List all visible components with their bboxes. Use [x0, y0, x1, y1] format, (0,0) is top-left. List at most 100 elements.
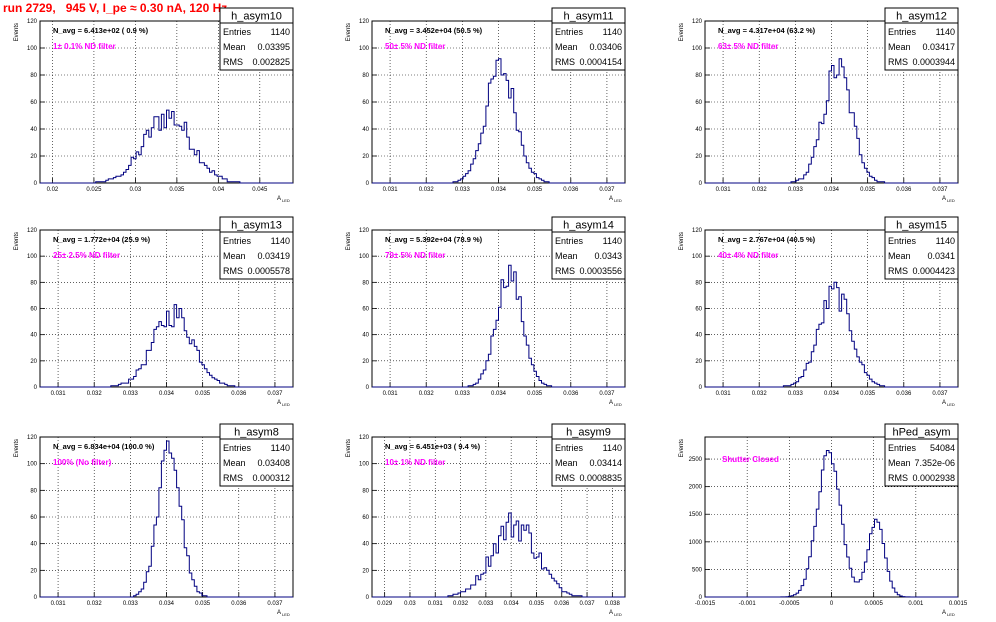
y-tick-label: 60: [30, 100, 37, 106]
histogram-title: h_asym11: [564, 11, 614, 23]
filter-annotation: 1± 0.1% ND filter: [53, 42, 116, 51]
y-tick-label: 500: [692, 567, 703, 573]
filter-annotation: 63± 5% ND filter: [718, 42, 778, 51]
x-tick-label: 0: [830, 601, 834, 607]
stats-rms-value: 0.0002938: [912, 473, 955, 483]
histogram-panel-h_asym10: 0.02 0.025 0.03 0.035 0.04 0.045 0 20 40 60 80 100 1…: [14, 7, 294, 203]
x-tick-label: 0.035: [860, 187, 876, 193]
y-tick-label: 0: [366, 595, 370, 601]
stats-rms-value: 0.0008835: [579, 473, 622, 483]
x-axis-label: A: [277, 400, 281, 406]
y-tick-label: 100: [27, 254, 38, 260]
histogram-line: [372, 58, 625, 184]
x-axis-label: A: [609, 610, 613, 616]
stats-box: [551, 22, 626, 71]
stats-rms-label: RMS: [888, 57, 908, 67]
stats-entries-label: Entries: [223, 236, 252, 246]
histogram-panel-h_asym12: 0.031 0.032 0.033 0.034 0.035 0.036 0.037 0 20 40…: [679, 7, 959, 203]
histogram-line: [40, 304, 293, 388]
y-tick-label: 80: [695, 73, 702, 79]
stats-entries-value: 1140: [603, 236, 622, 246]
stats-rms-value: 0.0004154: [579, 57, 622, 67]
x-tick-label: 0.035: [195, 601, 211, 607]
y-axis-label: Events: [14, 23, 20, 41]
stats-mean-value: 0.03406: [589, 42, 622, 52]
stats-entries-label: Entries: [555, 236, 584, 246]
x-tick-label: 0.031: [383, 391, 399, 397]
stats-box: [219, 22, 294, 71]
stats-rms-value: 0.000312: [252, 473, 290, 483]
y-tick-label: 0: [699, 181, 703, 187]
y-tick-label: 40: [362, 127, 369, 133]
x-tick-label: 0.036: [896, 187, 912, 193]
y-tick-label: 60: [695, 307, 702, 313]
x-tick-label: 0.029: [377, 601, 393, 607]
x-tick-label: 0.001: [908, 601, 924, 607]
y-tick-label: 0: [699, 385, 703, 391]
x-tick-label: 0.031: [428, 601, 444, 607]
x-tick-label: 0.033: [123, 601, 139, 607]
stats-rms-label: RMS: [555, 266, 575, 276]
x-tick-label: 0.034: [504, 601, 520, 607]
y-tick-label: 120: [359, 228, 370, 234]
y-tick-label: 0: [34, 595, 38, 601]
y-tick-label: 60: [362, 307, 369, 313]
histogram-panel-h_asym8: 0.031 0.032 0.033 0.034 0.035 0.036 0.037 0 20 40…: [14, 423, 294, 617]
x-tick-label: 0.033: [123, 391, 139, 397]
x-tick-label: 0.031: [383, 187, 399, 193]
filter-annotation: 100% (No filter): [53, 458, 112, 467]
stats-rms-label: RMS: [555, 473, 575, 483]
filter-annotation: Shutter Closed: [722, 455, 779, 464]
filter-annotation: 79± 5% ND filter: [385, 251, 445, 260]
histogram-line: [40, 440, 293, 598]
stats-mean-label: Mean: [555, 251, 578, 261]
stats-rms-label: RMS: [555, 57, 575, 67]
y-tick-label: 2000: [689, 485, 703, 491]
y-tick-label: 60: [30, 307, 37, 313]
x-tick-label: 0.034: [159, 601, 175, 607]
stats-box: [884, 231, 959, 280]
x-tick-label: 0.035: [169, 187, 185, 193]
x-axis-label: A: [277, 196, 281, 202]
y-tick-label: 120: [27, 435, 38, 441]
histogram-panel-h_asym9: 0.029 0.03 0.031 0.032 0.033 0.034 0.035 0.036 0…: [346, 423, 626, 617]
histogram-panel-hPed_asym: -0.0015 -0.001 -0.0005 0 0.0005 0.001 0.0015 0 5…: [679, 423, 968, 617]
x-tick-label: 0.037: [580, 601, 596, 607]
x-tick-label: 0.034: [491, 391, 507, 397]
stats-mean-label: Mean: [223, 42, 246, 52]
stats-mean-label: Mean: [555, 458, 578, 468]
y-tick-label: 60: [362, 515, 369, 521]
y-tick-label: 0: [366, 385, 370, 391]
y-tick-label: 20: [695, 154, 702, 160]
stats-entries-value: 1140: [271, 27, 290, 37]
y-axis-label: Events: [679, 232, 685, 250]
filter-annotation: 10± 1% ND filter: [385, 458, 445, 467]
stats-box: [551, 231, 626, 280]
histogram-title: h_asym12: [896, 11, 947, 23]
stats-rms-label: RMS: [888, 266, 908, 276]
x-tick-label: 0.031: [51, 391, 67, 397]
histogram-line: [705, 450, 958, 598]
y-tick-label: 0: [366, 181, 370, 187]
x-tick-label: 0.035: [527, 187, 543, 193]
x-tick-label: 0.036: [231, 601, 247, 607]
x-tick-label: 0.034: [824, 391, 840, 397]
histogram-title: h_asym8: [234, 427, 279, 439]
x-tick-label: 0.032: [752, 187, 768, 193]
y-tick-label: 60: [362, 100, 369, 106]
stats-rms-value: 0.0005578: [247, 266, 290, 276]
histogram-title: h_asym14: [563, 220, 614, 232]
y-tick-label: 100: [359, 254, 370, 260]
stats-entries-value: 54084: [930, 443, 955, 453]
y-tick-label: 100: [27, 462, 38, 468]
y-tick-label: 20: [30, 359, 37, 365]
y-tick-label: 0: [699, 595, 703, 601]
n-avg-annotation: N_avg = 6.413e+02 ( 0.9 %): [53, 26, 149, 35]
n-avg-annotation: N_avg = 2.767e+04 (40.5 %): [718, 235, 816, 244]
x-tick-label: 0.036: [554, 601, 570, 607]
histogram-title: h_asym10: [231, 11, 282, 23]
stats-mean-value: 0.03395: [257, 42, 290, 52]
x-tick-label: 0.038: [605, 601, 621, 607]
stats-rms-label: RMS: [223, 266, 243, 276]
x-tick-label: 0.032: [87, 391, 103, 397]
